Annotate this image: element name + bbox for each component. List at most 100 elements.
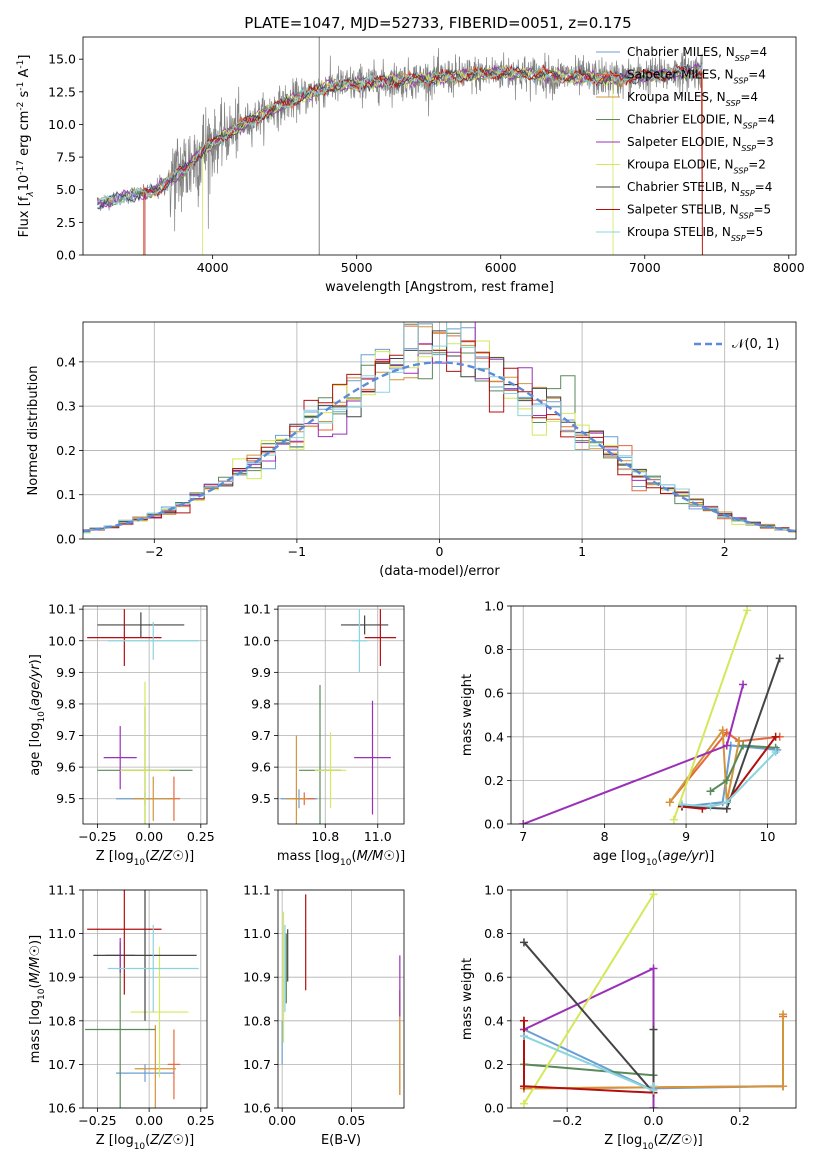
- y-tick-label: 12.5: [48, 84, 76, 99]
- mass-weight-line: [681, 744, 778, 808]
- gaussian-reference-curve: [83, 361, 796, 533]
- mass-weight-marker: [519, 1099, 528, 1108]
- y-tick-label: 0.8: [484, 926, 504, 941]
- mass-weight-line: [669, 731, 780, 803]
- mass-weight-marker: [649, 890, 658, 899]
- x-tick-label: 0.00: [135, 829, 163, 844]
- age_vs_mass-plot-area: [280, 609, 397, 824]
- model-spectrum-line: [97, 64, 703, 210]
- mass-weight-line: [523, 893, 655, 1105]
- y-tick-label: 9.9: [56, 665, 76, 680]
- axes-frame: [82, 889, 208, 1109]
- legend-label: Kroupa ELODIE, NSSP=2: [627, 158, 766, 176]
- weight_vs_age-panel: 7 8 9 10 0.0 0.2 0.4 0.6 0.8 1.0 age [log10(age/yr…: [460, 599, 797, 868]
- x-tick-label: 0.00: [135, 1113, 163, 1128]
- mass-weight-marker: [775, 654, 784, 663]
- mass_vs_ebv-plot-area: [281, 894, 401, 1095]
- y-tick-label: 11.1: [243, 883, 271, 898]
- y-tick-label: 10.0: [48, 117, 76, 132]
- y-tick-label: 10.1: [243, 602, 271, 617]
- mass-weight-marker: [649, 1082, 658, 1091]
- mass-weight-marker: [706, 802, 715, 811]
- mass-weight-marker: [649, 1104, 658, 1108]
- x-axis-label: age [log10(age/yr)]: [593, 849, 715, 868]
- mass-weight-marker: [519, 1032, 528, 1041]
- y-tick-label: 9.6: [56, 760, 76, 775]
- y-tick-label: 0.0: [56, 532, 76, 547]
- y-tick-label: 7.5: [56, 150, 76, 165]
- mass-weight-marker: [779, 1082, 788, 1091]
- axes-frame: [510, 605, 797, 825]
- y-tick-label: 0.6: [484, 686, 504, 701]
- x-tick-label: 0.05: [337, 1113, 365, 1128]
- x-tick-label: −1: [288, 544, 306, 559]
- mass_vs_ebv-panel: 0.00 0.05 10.6 10.7 10.8 10.9 11.0 11.1 E(B-V): [243, 883, 405, 1148]
- axes-frame: [82, 605, 208, 825]
- y-axis-label: mass weight: [460, 958, 475, 1040]
- residual-histogram-steps: [83, 322, 796, 533]
- y-tick-label: 10.7: [48, 1057, 76, 1072]
- legend-label: Salpeter ELODIE, NSSP=3: [627, 135, 774, 153]
- x-tick-label: 4000: [197, 260, 229, 275]
- x-tick-label: 0.25: [187, 1113, 215, 1128]
- mass-weight-marker: [722, 798, 731, 807]
- observed-spectrum-line: [97, 48, 703, 232]
- y-tick-label: 0.0: [484, 1101, 504, 1116]
- y-tick-label: 10.9: [48, 970, 76, 985]
- y-tick-label: 5.0: [56, 182, 76, 197]
- mass-weight-marker: [669, 815, 678, 824]
- legend-label: Kroupa MILES, NSSP=4: [627, 90, 758, 108]
- x-tick-label: 9: [682, 829, 690, 844]
- mass_vs_Z-panel: −0.25 0.00 0.25 10.6 10.7 10.8 10.9 11.0 11.1 Z […: [28, 883, 215, 1153]
- x-tick-label: 1: [578, 544, 586, 559]
- y-tick-label: 10.1: [48, 602, 76, 617]
- figure-title: PLATE=1047, MJD=52733, FIBERID=0051, z=0…: [244, 14, 631, 32]
- y-tick-label: 10.7: [243, 1057, 271, 1072]
- mass-weight-marker: [722, 776, 731, 785]
- mass-weight-marker: [735, 737, 743, 746]
- x-axis-label: Z [log10(Z/Z☉)]: [96, 1133, 195, 1152]
- mass-weight-marker: [665, 798, 674, 807]
- mass-weight-marker: [718, 726, 727, 735]
- mass_vs_Z-plot-area: [85, 890, 199, 1108]
- y-tick-label: 9.6: [251, 760, 271, 775]
- x-tick-label: 6000: [485, 260, 517, 275]
- y-tick-label: 9.7: [56, 728, 76, 743]
- y-tick-label: 1.0: [484, 599, 504, 614]
- mass-weight-line: [681, 751, 777, 808]
- residual_hist-plot-area: [83, 322, 796, 534]
- mass-weight-marker: [739, 680, 748, 689]
- y-axis-label: age [log10(age/yr)]: [28, 654, 47, 776]
- y-tick-label: 11.1: [48, 883, 76, 898]
- x-tick-label: 2: [721, 544, 729, 559]
- legend-label: Chabrier ELODIE, NSSP=4: [627, 113, 775, 131]
- axes-frame: [277, 889, 405, 1109]
- x-tick-label: 8000: [773, 260, 805, 275]
- x-tick-label: −0.25: [78, 829, 116, 844]
- mass-weight-line: [523, 1035, 655, 1093]
- x-axis-label: (data-model)/error: [379, 564, 500, 579]
- mass-weight-line: [709, 744, 776, 793]
- x-tick-label: 0.2: [730, 1113, 750, 1128]
- weight_vs_age-plot-area: [519, 606, 784, 824]
- y-tick-label: 10.8: [243, 1013, 271, 1028]
- x-axis-label: Z [log10(Z/Z☉)]: [96, 849, 195, 868]
- age_vs_mass-panel: 10.8 11.0 9.5 9.6 9.7 9.8 9.9 10.0 10.1 mass [log…: [243, 602, 405, 868]
- y-tick-label: 10.0: [243, 633, 271, 648]
- spectrum-legend: Chabrier MILES, NSSP=4 Salpeter MILES, NS…: [596, 45, 775, 243]
- mass-weight-marker: [678, 800, 686, 809]
- mass-weight-marker: [771, 748, 780, 757]
- mass-weight-marker: [519, 1016, 528, 1025]
- y-tick-label: 10.6: [243, 1101, 271, 1116]
- mass-weight-marker: [739, 741, 748, 750]
- x-tick-label: −0.25: [78, 1113, 116, 1128]
- y-tick-label: 9.8: [251, 696, 271, 711]
- mass-weight-marker: [519, 938, 528, 947]
- mass-weight-line: [668, 727, 740, 803]
- x-tick-label: 7: [519, 829, 527, 844]
- y-axis-label: Flux [fλ10-17 erg cm-2 s-1 A-1]: [16, 55, 36, 238]
- x-axis-label: wavelength [Angstrom, rest frame]: [325, 280, 554, 295]
- y-tick-label: 0.4: [484, 729, 504, 744]
- spectrum-panel: 4000 5000 6000 7000 8000 0.0 2.5 5.0 7.5 10.0 12.5…: [16, 36, 805, 295]
